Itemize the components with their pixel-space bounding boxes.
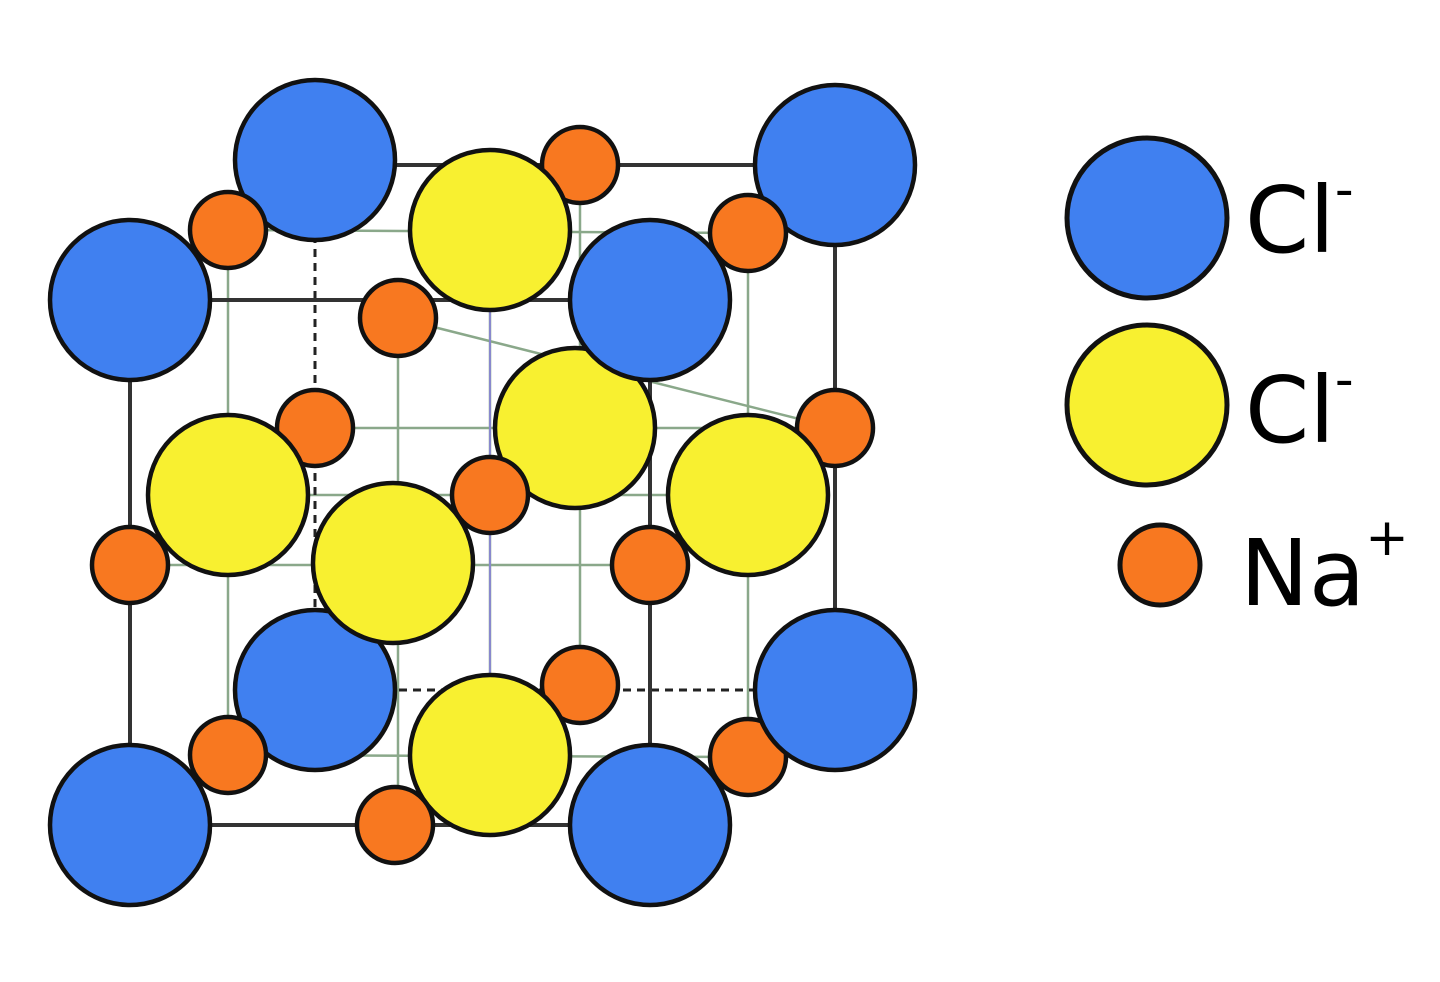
atom-cl-yellow <box>407 147 573 313</box>
lattice-atoms <box>47 77 918 908</box>
atom-cl-blue <box>47 742 213 908</box>
atom-cl-yellow <box>145 412 311 578</box>
atom-na <box>354 784 436 866</box>
atom-cl-yellow <box>665 412 831 578</box>
atom-cl-blue <box>232 607 398 773</box>
atom-na <box>89 524 171 606</box>
legend-label-cl-blue: Cl- <box>1245 160 1354 274</box>
atom-cl-yellow <box>407 672 573 838</box>
atom-na <box>357 277 439 359</box>
legend-swatch-cl-blue <box>1064 135 1230 301</box>
atom-cl-blue <box>567 217 733 383</box>
atom-cl-yellow <box>310 480 476 646</box>
atom-cl-yellow <box>492 345 658 511</box>
legend-label-cl-yellow: Cl- <box>1245 350 1354 464</box>
atom-na <box>449 454 531 536</box>
legend-label-na: Na+ <box>1240 508 1409 627</box>
atom-na <box>539 644 621 726</box>
atom-cl-blue <box>752 82 918 248</box>
legend-swatch-cl-yellow <box>1064 322 1230 488</box>
atom-na <box>539 124 621 206</box>
atom-na <box>707 192 789 274</box>
legend: Cl- Cl- Na+ <box>1064 135 1409 627</box>
atom-na <box>609 524 691 606</box>
atom-na <box>274 387 356 469</box>
atom-cl-blue <box>232 77 398 243</box>
atom-na <box>794 387 876 469</box>
atom-na <box>707 716 789 798</box>
atom-cl-blue <box>567 742 733 908</box>
atom-cl-blue <box>47 217 213 383</box>
legend-swatch-na <box>1117 522 1203 608</box>
atom-cl-blue <box>752 607 918 773</box>
atom-na <box>187 189 269 271</box>
atom-na <box>187 714 269 796</box>
